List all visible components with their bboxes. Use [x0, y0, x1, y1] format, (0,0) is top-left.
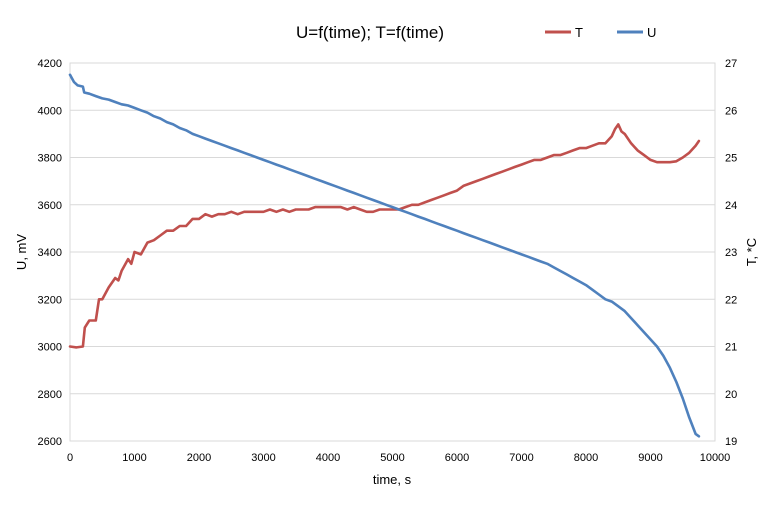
x-tick-label: 1000	[122, 452, 146, 464]
y2-tick-label: 25	[725, 153, 737, 165]
chart-title: U=f(time); T=f(time)	[296, 23, 444, 42]
y-tick-label: 4000	[38, 105, 62, 117]
legend-label-t: T	[575, 25, 583, 40]
x-axis-title: time, s	[373, 472, 412, 487]
x-tick-label: 10000	[700, 452, 731, 464]
bottom-axis-ticks: 0 1000 2000 3000 4000 5000 6000 7000 8000 9000 100…	[67, 452, 730, 464]
y2-tick-label: 22	[725, 294, 737, 306]
y2-tick-label: 19	[725, 436, 737, 448]
x-tick-label: 8000	[574, 452, 598, 464]
x-tick-label: 2000	[187, 452, 211, 464]
y2-tick-label: 27	[725, 58, 737, 70]
plot-area-border	[69, 62, 716, 442]
y2-tick-label: 24	[725, 200, 737, 212]
legend-label-u: U	[647, 25, 656, 40]
x-tick-label: 0	[67, 452, 73, 464]
x-tick-label: 4000	[316, 452, 340, 464]
y-tick-label: 2800	[38, 389, 62, 401]
series-line-u	[68, 73, 701, 438]
left-axis-ticks: 2600 2800 3000 3200 3400 3600 3800 4000 4200	[38, 58, 62, 448]
y2-tick-label: 26	[725, 105, 737, 117]
y-tick-label: 3600	[38, 200, 62, 212]
right-axis-ticks: 19 20 21 22 23 24 25 26 27	[725, 58, 737, 448]
y-tick-label: 3800	[38, 153, 62, 165]
y2-tick-label: 23	[725, 247, 737, 259]
y-tick-label: 3200	[38, 294, 62, 306]
series-lines	[68, 73, 701, 438]
y2-axis-title: T, *C	[744, 238, 759, 266]
y-tick-label: 3000	[38, 342, 62, 354]
x-tick-label: 5000	[380, 452, 404, 464]
y-tick-label: 3400	[38, 247, 62, 259]
x-tick-label: 9000	[638, 452, 662, 464]
y-tick-label: 2600	[38, 436, 62, 448]
y2-tick-label: 21	[725, 342, 737, 354]
y-axis-title: U, mV	[14, 234, 29, 270]
x-tick-label: 6000	[445, 452, 469, 464]
series-line-t	[68, 123, 701, 349]
x-tick-label: 3000	[251, 452, 275, 464]
y-tick-label: 4200	[38, 58, 62, 70]
x-tick-label: 7000	[509, 452, 533, 464]
y2-tick-label: 20	[725, 389, 737, 401]
